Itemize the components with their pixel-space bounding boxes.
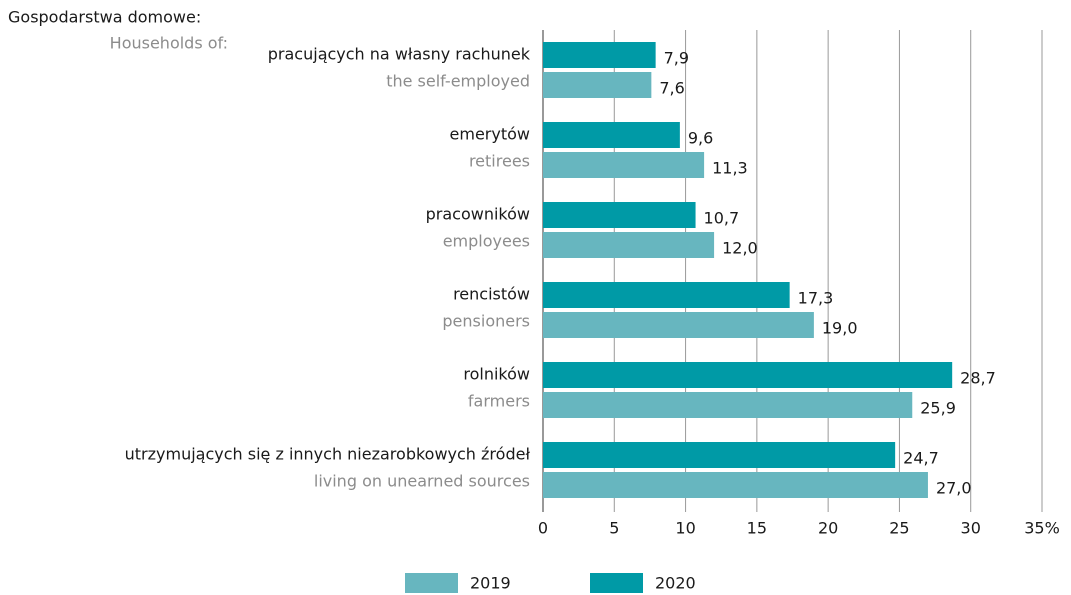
value-label: 17,3 — [798, 289, 834, 308]
category-label: rolników — [463, 365, 530, 384]
category-label-en: the self-employed — [386, 72, 530, 91]
category-label-en: farmers — [468, 392, 530, 411]
category-label-en: living on unearned sources — [314, 472, 530, 491]
category-label: rencistów — [453, 285, 530, 304]
bar — [543, 362, 953, 388]
legend-swatch — [590, 573, 643, 593]
category-label: pracujących na własny rachunek — [268, 45, 531, 64]
bar — [543, 202, 696, 228]
bar — [543, 72, 652, 98]
value-label: 7,9 — [664, 49, 689, 68]
legend-swatch — [405, 573, 458, 593]
x-tick-label: 25 — [889, 519, 909, 538]
value-label: 27,0 — [936, 479, 972, 498]
bar — [543, 392, 913, 418]
value-label: 12,0 — [722, 239, 758, 258]
category-label: utrzymujących się z innych niezarobkowyc… — [125, 445, 531, 464]
bar — [543, 282, 790, 308]
header-en: Households of: — [110, 34, 228, 53]
bar — [543, 472, 928, 498]
bar — [543, 42, 656, 68]
bar — [543, 122, 680, 148]
value-label: 11,3 — [712, 159, 748, 178]
bar — [543, 232, 715, 258]
category-label: pracowników — [426, 205, 530, 224]
value-label: 19,0 — [822, 319, 858, 338]
x-tick-label: 5 — [609, 519, 619, 538]
value-label: 28,7 — [960, 369, 996, 388]
bar — [543, 312, 814, 338]
x-tick-label: 15 — [747, 519, 767, 538]
category-label-en: employees — [443, 232, 530, 251]
legend-label: 2019 — [470, 574, 511, 593]
bar — [543, 442, 896, 468]
x-tick-label: 30 — [961, 519, 981, 538]
value-label: 7,6 — [659, 79, 684, 98]
bar — [543, 152, 705, 178]
x-tick-label: 20 — [818, 519, 838, 538]
category-label-en: retirees — [469, 152, 530, 171]
header: Gospodarstwa domowe: — [8, 8, 201, 27]
value-label: 10,7 — [704, 209, 740, 228]
value-label: 24,7 — [903, 449, 939, 468]
x-tick-label: 10 — [675, 519, 695, 538]
category-label-en: pensioners — [442, 312, 530, 331]
category-label: emerytów — [450, 125, 530, 144]
x-tick-label: 0 — [538, 519, 548, 538]
value-label: 25,9 — [920, 399, 956, 418]
x-tick-label: 35% — [1024, 519, 1060, 538]
value-label: 9,6 — [688, 129, 713, 148]
legend-label: 2020 — [655, 574, 696, 593]
